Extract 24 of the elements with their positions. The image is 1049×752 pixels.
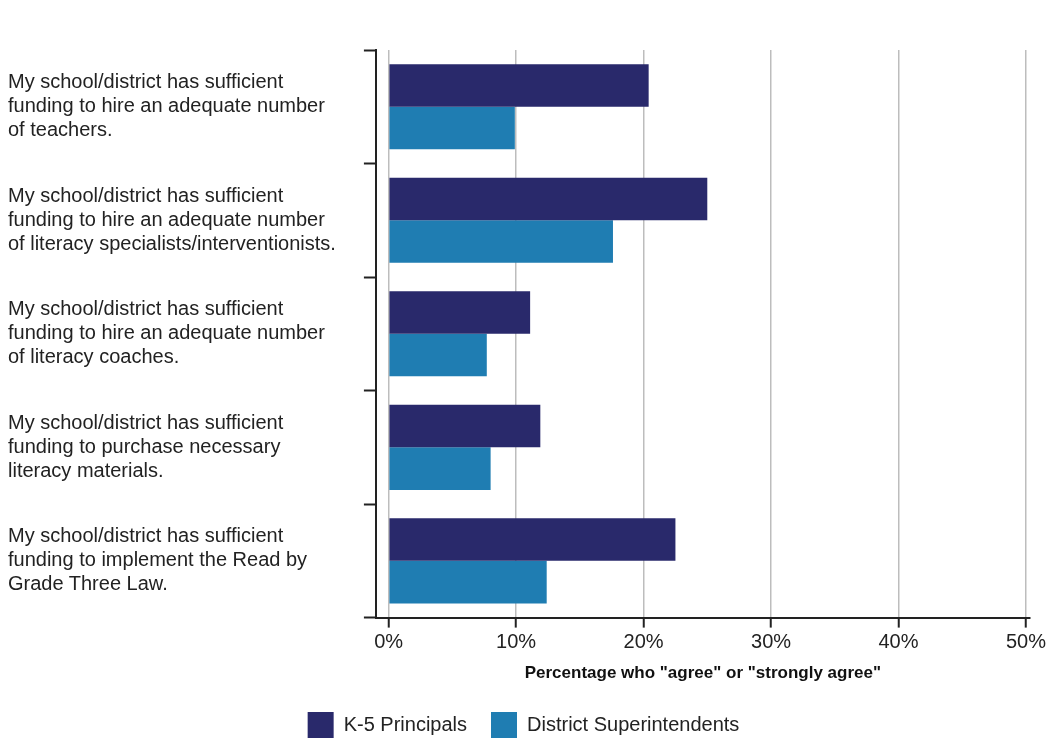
bar bbox=[389, 106, 515, 150]
bar bbox=[389, 333, 487, 377]
y-tick-label: My school/district has sufficient funding to hire an adequate number of teachers. bbox=[8, 70, 326, 141]
x-tick-label: 50% bbox=[1005, 630, 1047, 653]
x-tick-label: 10% bbox=[496, 630, 537, 653]
bar bbox=[389, 447, 491, 490]
legend-label: K-5 Principals bbox=[343, 712, 468, 735]
bar bbox=[389, 518, 676, 561]
x-tick-label: 30% bbox=[751, 630, 792, 653]
y-tick-label: My school/district has sufficient funding to implement the Read by Grade Three Law. bbox=[8, 524, 308, 595]
bar bbox=[389, 404, 541, 448]
y-tick-label: My school/district has sufficient funding to hire an adequate number of literacy coaches. bbox=[8, 297, 326, 368]
bar bbox=[389, 64, 649, 107]
bar bbox=[389, 291, 531, 334]
x-axis-title: Percentage who "agree" or "strongly agree" bbox=[524, 663, 881, 683]
legend-label: District Superintendents bbox=[527, 712, 740, 735]
bar bbox=[389, 177, 708, 221]
y-tick-label: My school/district has sufficient funding to hire an adequate number of literacy specialists/interventionists. bbox=[8, 183, 336, 254]
x-tick-label: 40% bbox=[878, 630, 919, 653]
x-tick-label: 20% bbox=[623, 630, 664, 653]
bar bbox=[389, 560, 547, 604]
x-tick-label: 0% bbox=[374, 630, 404, 653]
y-tick-label: My school/district has sufficient funding to purchase necessary literacy materials. bbox=[8, 410, 284, 481]
bar bbox=[389, 220, 613, 263]
